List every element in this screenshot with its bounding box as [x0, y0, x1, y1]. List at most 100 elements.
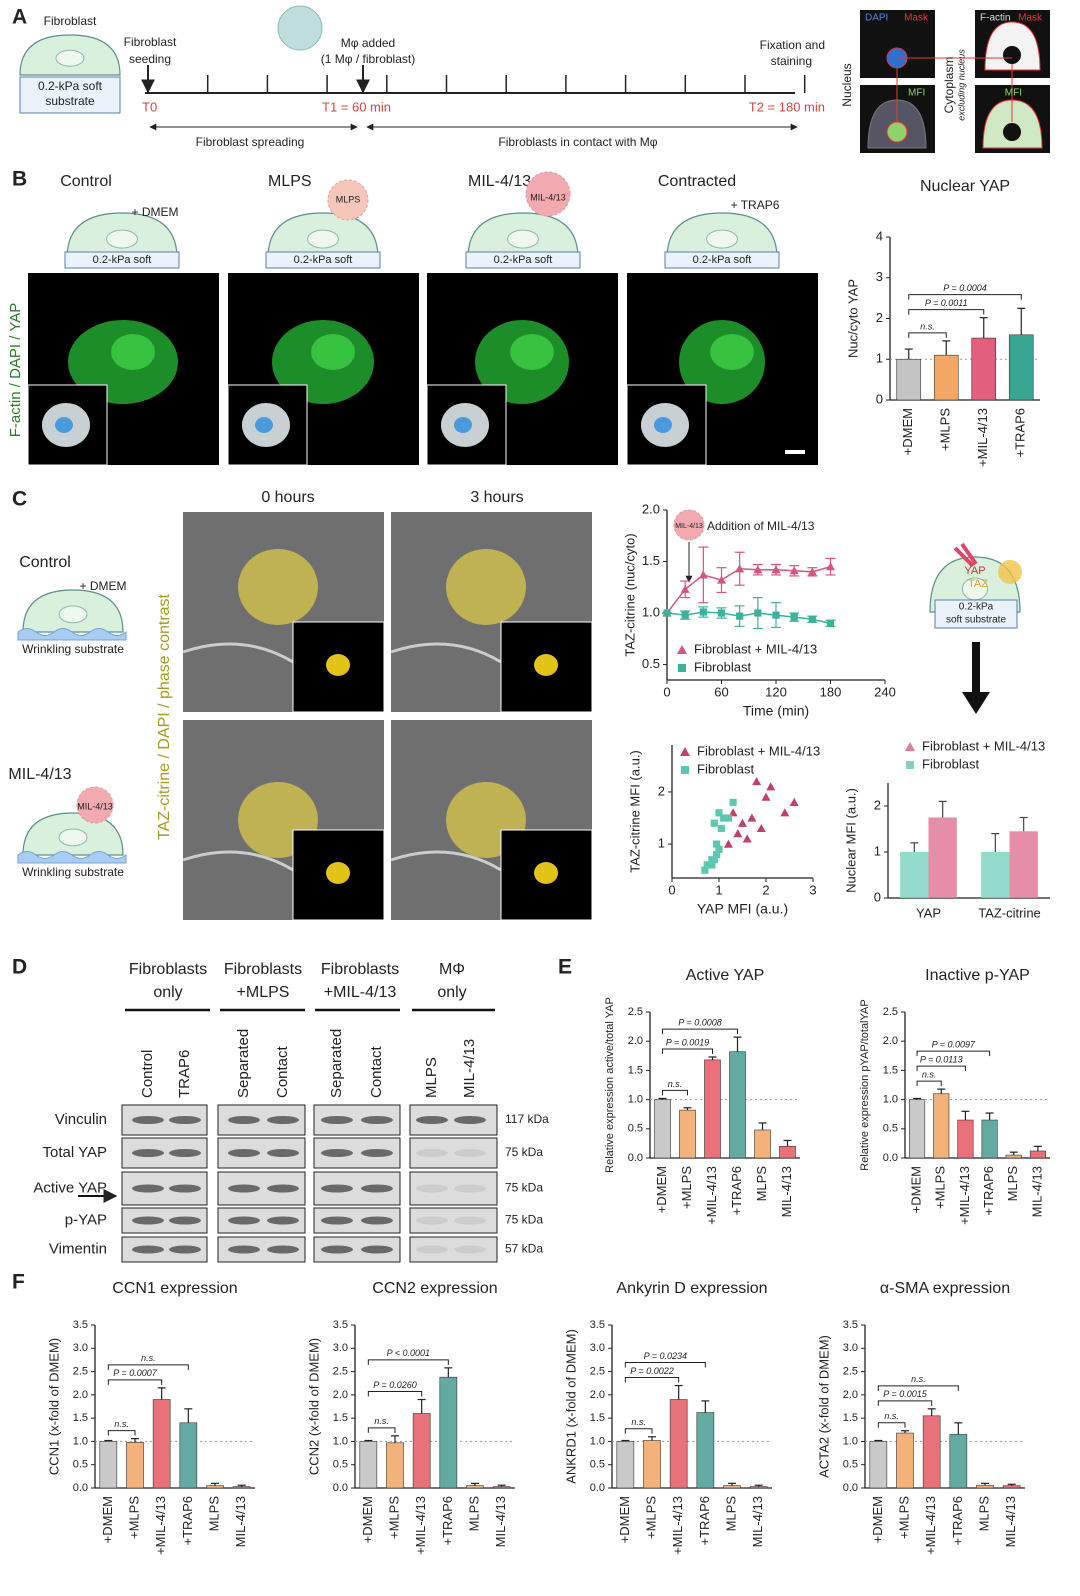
significance-label: P = 0.0007	[113, 1368, 157, 1378]
band	[454, 1245, 486, 1254]
point	[772, 611, 780, 619]
y-tick-label: 1.0	[642, 604, 660, 619]
label: Wrinkling substrate	[22, 642, 124, 656]
panel-label: A	[12, 6, 27, 29]
label: MΦ	[439, 961, 465, 978]
label: only	[153, 984, 182, 1001]
label: Cytoplasm	[942, 57, 956, 114]
point	[710, 819, 718, 827]
significance-bracket	[624, 1428, 653, 1434]
label: MFI	[1005, 88, 1022, 99]
shape	[446, 549, 526, 625]
y-tick-label: 0.5	[883, 1123, 898, 1135]
band	[132, 1216, 164, 1225]
shape	[17, 628, 127, 641]
label: Active YAP	[33, 1179, 107, 1196]
x-tick-label: 120	[765, 684, 787, 699]
label: YAP	[964, 565, 985, 577]
shape	[1003, 123, 1021, 141]
x-tick-label: MLPS	[466, 1496, 481, 1532]
band	[361, 1216, 393, 1225]
x-tick-label: +MLPS	[386, 1496, 401, 1539]
point	[720, 814, 728, 822]
significance-bracket	[107, 1379, 163, 1385]
y-axis-label: Relative expression active/total YAP	[604, 997, 616, 1173]
y-tick-label: 3.0	[843, 1342, 858, 1354]
macrophage	[673, 509, 705, 541]
band	[454, 1184, 486, 1193]
bar	[466, 1485, 484, 1489]
significance-label: P = 0.0019	[666, 1037, 709, 1047]
x-tick-label: +MIL-4/13	[670, 1496, 685, 1555]
bar	[933, 1093, 950, 1159]
bar	[957, 1119, 974, 1159]
shape	[454, 417, 472, 433]
significance-bracket	[662, 1089, 688, 1096]
shape	[277, 5, 323, 51]
condition-title: MLPS	[268, 173, 312, 190]
y-tick-label: 0	[874, 889, 881, 904]
legend-marker	[680, 747, 690, 756]
x-tick-label: +TRAP6	[950, 1496, 965, 1546]
bar	[981, 852, 1010, 898]
bar	[749, 1486, 768, 1489]
band	[361, 1184, 393, 1193]
condition-title: Contracted	[658, 173, 736, 190]
y-tick-label: 1	[874, 843, 881, 858]
label: +MLPS	[237, 984, 290, 1001]
significance-bracket	[908, 332, 947, 338]
legend-marker	[681, 766, 689, 774]
shape	[998, 560, 1022, 584]
label: Vinculin	[55, 1111, 107, 1128]
y-tick-label: 2.0	[590, 1389, 605, 1401]
point	[771, 565, 781, 574]
bar	[616, 1441, 635, 1489]
label: 0.2-kPa soft	[494, 254, 553, 266]
significance-label: P = 0.0015	[883, 1389, 927, 1399]
legend-marker	[906, 761, 914, 769]
y-tick-label: 1.5	[642, 553, 660, 568]
point	[826, 619, 835, 627]
chart-title: Inactive p-YAP	[925, 967, 1030, 984]
y-tick-label: 1.5	[590, 1412, 605, 1424]
point	[826, 562, 835, 571]
x-tick-label: 240	[874, 684, 896, 699]
label: T1 = 60 min	[322, 99, 391, 114]
panel-label: F	[12, 1271, 25, 1294]
bar	[679, 1109, 696, 1159]
x-tick-label: MIL-4/13	[233, 1496, 248, 1547]
y-tick-label: 1.0	[333, 1435, 348, 1447]
label: + TRAP6	[731, 198, 780, 212]
band	[361, 1149, 393, 1157]
label: Fibroblasts in contact with Mφ	[498, 135, 657, 149]
label: MIL-4/13	[77, 801, 113, 811]
point	[724, 814, 732, 822]
point	[747, 813, 757, 822]
x-tick-label: 3	[809, 882, 816, 897]
label: + DMEM	[131, 205, 178, 219]
y-tick-label: 2.0	[628, 1035, 643, 1047]
bar	[704, 1059, 721, 1159]
x-tick-label: 0	[668, 882, 675, 897]
x-tick-label: +TRAP6	[697, 1496, 712, 1546]
label: MLPS	[336, 194, 361, 204]
chart-title: CCN2 expression	[372, 1280, 497, 1297]
shape	[238, 549, 318, 625]
significance-bracket	[916, 1065, 966, 1072]
label: 0 hours	[261, 489, 314, 506]
band	[321, 1216, 353, 1225]
label: MFI	[908, 88, 925, 99]
bar	[654, 1099, 671, 1159]
y-axis-label: TAZ-citrine (nuc/cyto)	[622, 533, 637, 656]
y-tick-label: 2.0	[883, 1035, 898, 1047]
x-tick-label: +DMEM	[100, 1496, 115, 1543]
shape	[664, 251, 780, 269]
significance-label: P = 0.0113	[920, 1054, 963, 1064]
label: 57 kDa	[505, 1242, 543, 1256]
y-tick-label: 1.0	[883, 1094, 898, 1106]
label: soft substrate	[946, 615, 1006, 626]
band	[228, 1184, 260, 1193]
point	[663, 609, 671, 617]
shape	[64, 251, 180, 269]
